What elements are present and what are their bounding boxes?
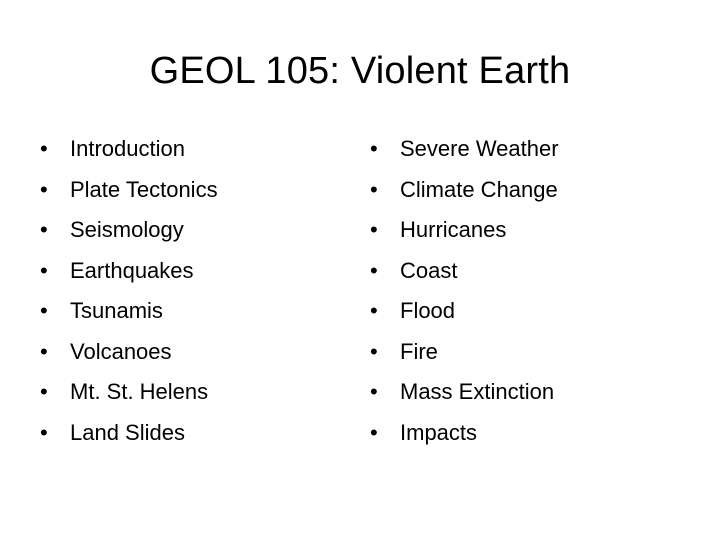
list-item: • Fire <box>370 335 690 376</box>
list-item-label: Seismology <box>70 217 184 242</box>
list-item: • Impacts <box>370 416 690 457</box>
list-item: • Tsunamis <box>40 294 340 335</box>
list-item: • Volcanoes <box>40 335 340 376</box>
bullet-icon: • <box>40 136 48 161</box>
list-item-label: Introduction <box>70 136 185 161</box>
list-item: • Land Slides <box>40 416 340 457</box>
list-item: • Severe Weather <box>370 132 690 173</box>
list-item: • Introduction <box>40 132 340 173</box>
list-item-label: Severe Weather <box>400 136 559 161</box>
bullet-icon: • <box>40 217 48 242</box>
list-item-label: Mt. St. Helens <box>70 379 209 404</box>
list-item: • Seismology <box>40 213 340 254</box>
bullet-icon: • <box>370 257 378 283</box>
list-item-label: Mass Extinction <box>400 379 555 404</box>
list-item-label: Coast <box>400 257 458 283</box>
list-item: • Hurricanes <box>370 213 690 254</box>
list-item-label: Tsunamis <box>70 298 163 323</box>
list-item: • Plate Tectonics <box>40 173 340 214</box>
list-item-label: Earthquakes <box>70 257 194 283</box>
bullet-icon: • <box>370 379 378 404</box>
bullet-icon: • <box>40 257 48 283</box>
list-item-label: Volcanoes <box>70 338 172 364</box>
list-item: • Earthquakes <box>40 254 340 295</box>
list-item: • Mt. St. Helens <box>40 375 340 416</box>
slide-title: GEOL 105: Violent Earth <box>149 50 571 92</box>
list-item-label: Climate Change <box>400 176 558 202</box>
list-item-label: Hurricanes <box>400 217 507 242</box>
topic-list-left: • Introduction • Plate Tectonics • Seismolo… <box>40 132 340 456</box>
bullet-icon: • <box>40 419 48 445</box>
list-item-label: Flood <box>400 298 456 323</box>
bullet-icon: • <box>370 338 378 364</box>
bullet-icon: • <box>370 419 378 445</box>
bullet-icon: • <box>370 217 378 242</box>
list-item-label: Plate Tectonics <box>70 176 218 202</box>
list-item-label: Fire <box>400 338 438 364</box>
bullet-icon: • <box>370 176 378 202</box>
list-item: • Mass Extinction <box>370 375 690 416</box>
bullet-icon: • <box>370 136 378 161</box>
list-item: • Climate Change <box>370 173 690 214</box>
bullet-icon: • <box>40 338 48 364</box>
topic-list-right: • Severe Weather • Climate Change • Hurrica… <box>370 132 690 456</box>
list-item: • Flood <box>370 294 690 335</box>
list-item: • Coast <box>370 254 690 295</box>
list-item-label: Impacts <box>400 419 478 445</box>
list-item-label: Land Slides <box>70 419 185 445</box>
bullet-icon: • <box>370 298 378 323</box>
bullet-icon: • <box>40 176 48 202</box>
bullet-icon: • <box>40 298 48 323</box>
bullet-icon: • <box>40 379 48 404</box>
